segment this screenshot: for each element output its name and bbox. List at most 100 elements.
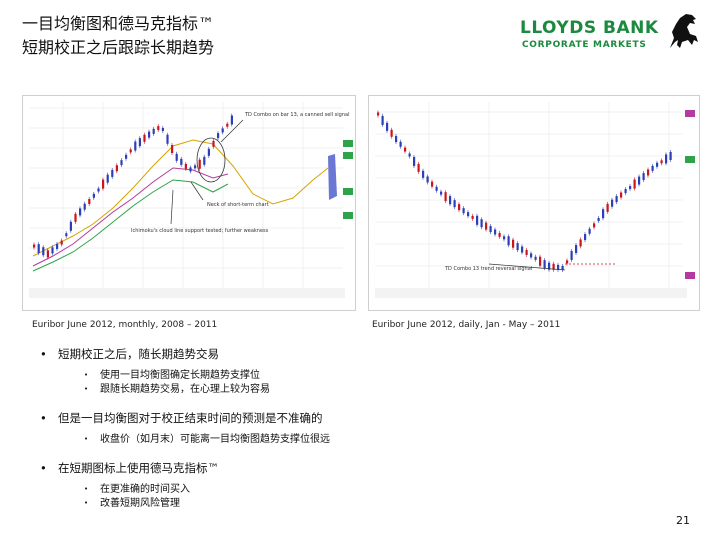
logo-subtitle: CORPORATE MARKETS: [522, 40, 647, 50]
bullet-2: • 但是一目均衡图对于校正结束时间的预测是不准确的: [40, 411, 323, 425]
candle: [408, 153, 411, 157]
candle: [65, 233, 68, 237]
candle: [413, 156, 416, 166]
candle: [83, 203, 86, 210]
candle: [665, 154, 668, 164]
left-chart-caption: Euribor June 2012, monthly, 2008 – 2011: [32, 320, 218, 330]
candle: [226, 123, 229, 127]
candle: [543, 260, 546, 269]
candle: [189, 167, 192, 172]
candle: [399, 141, 402, 147]
candle: [134, 141, 137, 151]
candle: [462, 208, 465, 214]
candle: [377, 112, 380, 116]
candle: [120, 160, 123, 166]
annotation-cloud-support: Ichimoku's cloud line support tested; fu…: [131, 228, 269, 234]
annotation-neck: Neck of short-term chart: [207, 202, 269, 208]
candle: [570, 250, 573, 260]
candle: [471, 215, 474, 219]
candle: [516, 243, 519, 251]
candle: [575, 245, 578, 254]
candle: [611, 199, 614, 207]
candle: [507, 236, 510, 246]
euribor-daily-chart: TD Combo 13 trend reversal signal: [368, 95, 700, 311]
candle: [221, 128, 224, 133]
candle: [138, 138, 141, 147]
candle: [33, 244, 36, 248]
candle: [230, 115, 233, 125]
candle: [157, 126, 160, 131]
candle: [431, 181, 434, 187]
candle: [92, 193, 95, 198]
candle: [161, 127, 164, 131]
candle: [521, 246, 524, 253]
candle: [669, 152, 672, 160]
logo-name: LLOYDS BANK: [520, 18, 659, 38]
candle: [395, 136, 398, 143]
candle: [60, 240, 63, 245]
candle: [184, 163, 187, 169]
lagging-line: [32, 139, 329, 257]
candle: [624, 189, 627, 194]
lloyds-bank-logo: LLOYDS BANK CORPORATE MARKETS: [520, 14, 700, 58]
candle: [203, 156, 206, 165]
euribor-monthly-chart: TD Combo on bar 13, a canned sell signal…: [22, 95, 356, 311]
candle: [194, 165, 197, 169]
candle: [512, 239, 515, 248]
candle: [467, 212, 470, 217]
candle: [125, 154, 128, 159]
candle: [79, 208, 82, 216]
annotation-td-combo: TD Combo on bar 13, a canned sell signal: [244, 112, 349, 118]
slide-title-line2: 短期校正之后跟踪长期趋势: [22, 38, 215, 57]
candle: [651, 165, 654, 171]
page-number: 21: [676, 514, 690, 527]
candle: [435, 186, 438, 191]
candle: [404, 147, 407, 152]
candle: [561, 265, 564, 270]
candle: [458, 204, 461, 211]
candle: [579, 239, 582, 247]
candle: [56, 243, 59, 249]
candle: [175, 153, 178, 161]
candle: [97, 188, 100, 192]
candle: [476, 215, 479, 225]
candle: [588, 228, 591, 234]
candle: [166, 134, 169, 144]
candle: [530, 253, 533, 258]
candle: [597, 218, 600, 222]
candle: [548, 262, 551, 270]
candle: [489, 226, 492, 233]
candle: [46, 250, 49, 258]
candle: [534, 256, 537, 260]
candle: [440, 191, 443, 195]
candle: [381, 115, 384, 125]
candle: [615, 196, 618, 203]
candle: [449, 196, 452, 205]
candle: [129, 149, 132, 153]
candle: [152, 128, 155, 134]
candle: [390, 129, 393, 137]
candle: [69, 221, 72, 231]
candle: [642, 173, 645, 181]
candle: [42, 247, 45, 256]
bullet-3: • 在短期图标上使用德马克指标™: [40, 461, 219, 475]
base-line: [32, 179, 229, 272]
candle: [74, 213, 77, 222]
annotation-td-reversal: TD Combo 13 trend reversal signal: [444, 266, 532, 272]
candle: [115, 165, 118, 172]
bullet-1-sub-2: • 跟随长期趋势交易，在心理上较为容易: [84, 384, 270, 395]
candle: [633, 179, 636, 189]
candle: [606, 203, 609, 212]
candle: [557, 264, 560, 270]
candle: [647, 169, 650, 176]
candle: [102, 179, 105, 189]
candle: [656, 162, 659, 167]
candle: [444, 192, 447, 202]
candle: [525, 249, 528, 255]
candle: [386, 122, 389, 131]
candle: [629, 186, 632, 190]
candle: [480, 219, 483, 228]
candle: [106, 174, 109, 183]
candle: [198, 159, 201, 169]
candle: [417, 163, 420, 172]
